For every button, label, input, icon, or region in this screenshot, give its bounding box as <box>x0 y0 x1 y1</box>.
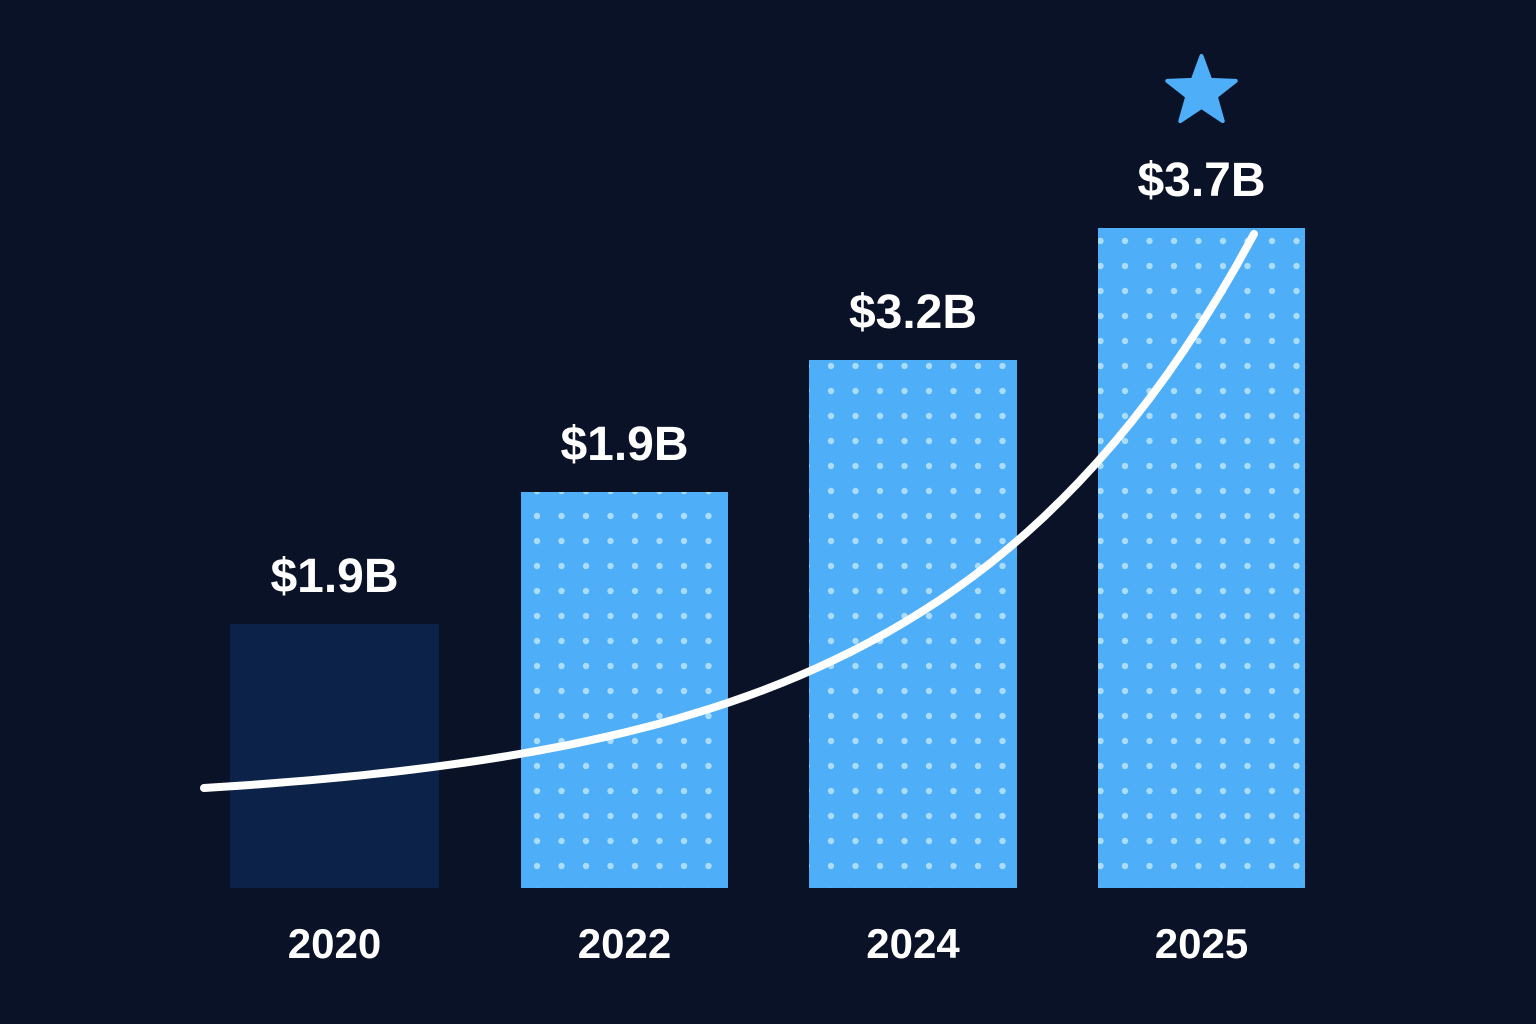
bar-dots-2025 <box>1098 228 1305 888</box>
x-tick-label-2025: 2025 <box>1155 920 1248 967</box>
bar-value-label-2022: $1.9B <box>560 418 688 471</box>
bar-value-label-2020: $1.9B <box>270 550 398 603</box>
x-tick-label-2024: 2024 <box>866 920 960 967</box>
bar-2020 <box>230 624 439 888</box>
labels-layer: $1.9B 2020 $1.9B 2022 $3.2B 2024 $3.7B 2025 <box>270 154 1265 967</box>
trend-line <box>200 230 1258 792</box>
bar-value-label-2024: $3.2B <box>849 286 977 339</box>
bar-value-label-2025: $3.7B <box>1137 154 1265 207</box>
star-icon <box>1165 54 1238 124</box>
bar-dots-2022 <box>521 492 728 888</box>
bars-layer <box>230 228 1305 888</box>
x-tick-label-2020: 2020 <box>288 920 381 967</box>
bar-dots-2024 <box>809 360 1017 888</box>
x-tick-label-2022: 2022 <box>578 920 671 967</box>
